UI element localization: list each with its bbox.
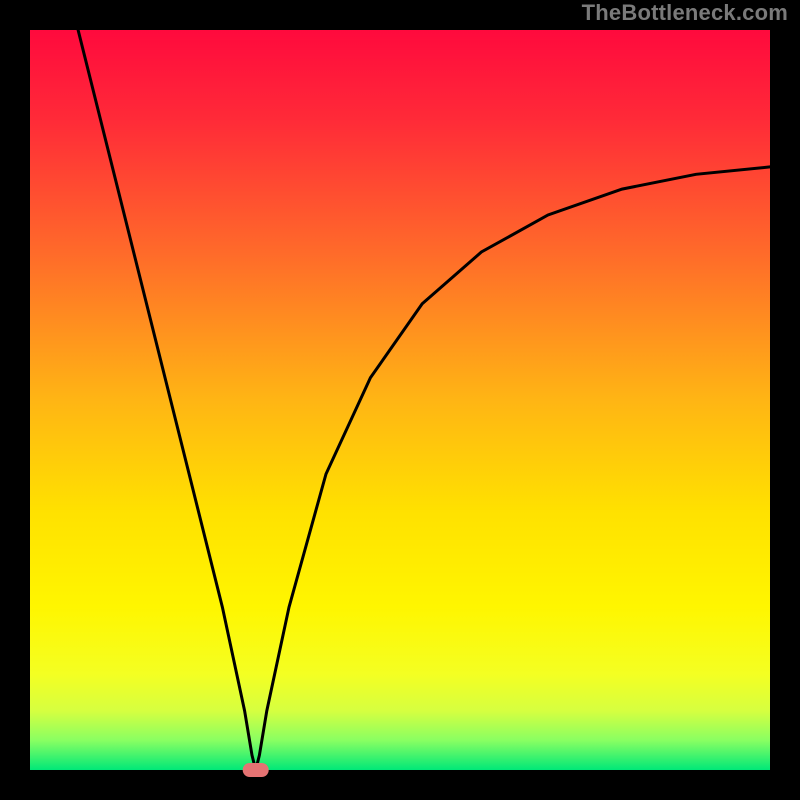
chart-container: TheBottleneck.com xyxy=(0,0,800,800)
watermark-text: TheBottleneck.com xyxy=(582,0,788,26)
plot-background xyxy=(30,30,770,770)
chart-svg xyxy=(0,0,800,800)
vertex-marker xyxy=(243,763,269,777)
